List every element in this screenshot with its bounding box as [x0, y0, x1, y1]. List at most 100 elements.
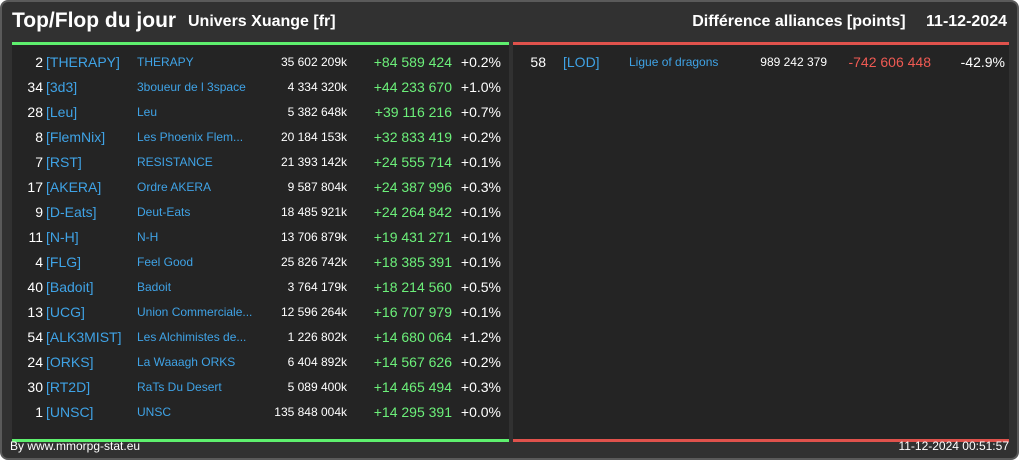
percent-change: +1.0% [460, 79, 501, 95]
alliance-tag-link[interactable]: [ALK3MIST] [46, 329, 122, 345]
points-difference: +44 233 670 [373, 79, 452, 95]
header-right: Différence alliances [points] 11-12-2024 [692, 13, 1007, 31]
points-difference: +18 385 391 [373, 254, 452, 270]
percent-change: +0.1% [460, 254, 501, 270]
points-difference: +24 387 996 [373, 179, 452, 195]
top-alliance-row: 34 [3d3] 3boueur de l 3space 4 334 320k +44 … [12, 75, 509, 100]
alliance-rank: 9 [35, 204, 43, 220]
percent-change: +0.2% [460, 354, 501, 370]
top-alliance-row: 13 [UCG] Union Commerciale... 12 596 264k +1… [12, 300, 509, 325]
alliance-name-link[interactable]: RESISTANCE [137, 155, 213, 169]
top-alliance-row: 9 [D-Eats] Deut-Eats 18 485 921k +24 264 842… [12, 200, 509, 225]
percent-change: +0.3% [460, 379, 501, 395]
alliance-points: 4 334 320k [287, 80, 347, 94]
alliance-tag-link[interactable]: [RST] [46, 154, 82, 170]
points-difference: +24 555 714 [373, 154, 452, 170]
alliance-name-link[interactable]: RaTs Du Desert [137, 380, 222, 394]
alliance-points: 6 404 892k [287, 355, 347, 369]
alliance-tag-link[interactable]: [THERAPY] [46, 54, 120, 70]
universe-label: Univers Xuange [fr] [188, 13, 336, 30]
alliance-points: 3 764 179k [287, 280, 347, 294]
alliance-tag-link[interactable]: [FlemNix] [46, 129, 106, 145]
alliance-name-link[interactable]: Les Alchimistes de... [137, 330, 247, 344]
alliance-name-link[interactable]: Feel Good [137, 255, 194, 269]
top-alliance-row: 28 [Leu] Leu 5 382 648k +39 116 216 +0.7% [12, 100, 509, 125]
alliance-name-link[interactable]: UNSC [137, 405, 172, 419]
alliance-points: 18 485 921k [280, 205, 347, 219]
percent-change: +0.0% [460, 404, 501, 420]
top-alliance-row: 7 [RST] RESISTANCE 21 393 142k +24 555 714 +0… [12, 150, 509, 175]
points-difference: +39 116 216 [374, 104, 452, 120]
points-difference: +14 295 391 [373, 404, 452, 420]
alliance-tag-link[interactable]: [3d3] [46, 79, 78, 95]
alliance-name-link[interactable]: THERAPY [137, 55, 194, 69]
alliance-name-link[interactable]: Deut-Eats [137, 205, 191, 219]
alliance-tag-link[interactable]: [UNSC] [46, 404, 94, 420]
flop-alliances-panel: 58 [LOD] Ligue of dragons 989 242 379 -742 6… [513, 42, 1009, 442]
alliance-tag-link[interactable]: [FLG] [46, 254, 82, 270]
top-alliance-row: 54 [ALK3MIST] Les Alchimistes de... 1 226 8… [12, 325, 509, 350]
points-difference: +19 431 271 [373, 229, 452, 245]
alliance-name-link[interactable]: Ordre AKERA [137, 180, 212, 194]
alliance-name-link[interactable]: Ligue of dragons [629, 55, 719, 69]
alliance-points: 20 184 153k [280, 130, 347, 144]
alliance-tag-link[interactable]: [Badoit] [46, 279, 94, 295]
subtitle: Différence alliances [points] [692, 13, 906, 30]
alliance-points: 35 602 209k [280, 55, 347, 69]
top-alliance-row: 4 [FLG] Feel Good 25 826 742k +18 385 391 +0.… [12, 250, 509, 275]
alliance-points: 13 706 879k [280, 230, 347, 244]
footer: By www.mmorpg-stat.eu 11-12-2024 00:51:5… [2, 439, 1017, 458]
alliance-name-link[interactable]: Leu [137, 105, 158, 119]
points-difference: +16 707 979 [373, 304, 452, 320]
alliance-name-link[interactable]: La Waaagh ORKS [137, 355, 236, 369]
alliance-tag-link[interactable]: [UCG] [46, 304, 85, 320]
alliance-rank: 1 [35, 404, 43, 420]
alliance-rank: 4 [35, 254, 43, 270]
alliance-points: 12 596 264k [280, 305, 347, 319]
top-alliance-row: 30 [RT2D] RaTs Du Desert 5 089 400k +14 465 … [12, 375, 509, 400]
points-difference: +32 833 419 [373, 129, 452, 145]
points-difference: +84 589 424 [373, 54, 452, 70]
alliance-points: 25 826 742k [280, 255, 347, 269]
alliance-rank: 8 [35, 129, 43, 145]
alliance-tag-link[interactable]: [RT2D] [46, 379, 91, 395]
alliance-name-link[interactable]: N-H [137, 230, 159, 244]
alliance-tag-link[interactable]: [Leu] [46, 104, 78, 120]
alliance-tag-link[interactable]: [D-Eats] [46, 204, 97, 220]
timestamp: 11-12-2024 00:51:57 [898, 439, 1009, 453]
flop-alliance-row: 58 [LOD] Ligue of dragons 989 242 379 -742 6… [513, 50, 1009, 75]
top-alliances-panel: 2 [THERAPY] THERAPY 35 602 209k +84 589 424 +… [12, 42, 509, 442]
alliance-name-link[interactable]: Union Commerciale... [137, 305, 253, 319]
alliance-rank: 11 [28, 229, 43, 245]
top-alliance-row: 24 [ORKS] La Waaagh ORKS 6 404 892k +14 567 … [12, 350, 509, 375]
alliance-rank: 13 [27, 304, 43, 320]
top-alliance-row: 2 [THERAPY] THERAPY 35 602 209k +84 589 424 +… [12, 50, 509, 75]
alliance-tag-link[interactable]: [AKERA] [46, 179, 102, 195]
alliance-tag-link[interactable]: [N-H] [46, 229, 79, 245]
top-alliance-row: 40 [Badoit] Badoit 3 764 179k +18 214 560 +0.… [12, 275, 509, 300]
alliance-rank: 17 [27, 179, 43, 195]
alliance-name-link[interactable]: Badoit [137, 280, 172, 294]
alliance-rank: 30 [27, 379, 43, 395]
date-label: 11-12-2024 [926, 13, 1007, 30]
top-alliance-row: 8 [FlemNix] Les Phoenix Flem... 20 184 153k… [12, 125, 509, 150]
alliance-points: 5 089 400k [287, 380, 347, 394]
alliance-points: 9 587 804k [287, 180, 347, 194]
percent-change: +0.1% [460, 229, 501, 245]
alliance-tag-link[interactable]: [LOD] [563, 54, 600, 70]
page-title: Top/Flop du jour [12, 9, 177, 32]
points-difference: +14 465 494 [373, 379, 452, 395]
percent-change: +0.2% [460, 129, 501, 145]
percent-change: +0.3% [460, 179, 501, 195]
percent-change: +0.1% [460, 204, 501, 220]
alliance-points: 21 393 142k [280, 155, 347, 169]
alliance-rank: 54 [27, 329, 43, 345]
alliance-name-link[interactable]: Les Phoenix Flem... [137, 130, 244, 144]
points-difference: +14 567 626 [373, 354, 452, 370]
alliance-points: 135 848 004k [274, 405, 347, 419]
alliance-rank: 7 [35, 154, 43, 170]
alliance-tag-link[interactable]: [ORKS] [46, 354, 94, 370]
percent-change: +0.7% [460, 104, 501, 120]
alliance-name-link[interactable]: 3boueur de l 3space [137, 80, 246, 94]
